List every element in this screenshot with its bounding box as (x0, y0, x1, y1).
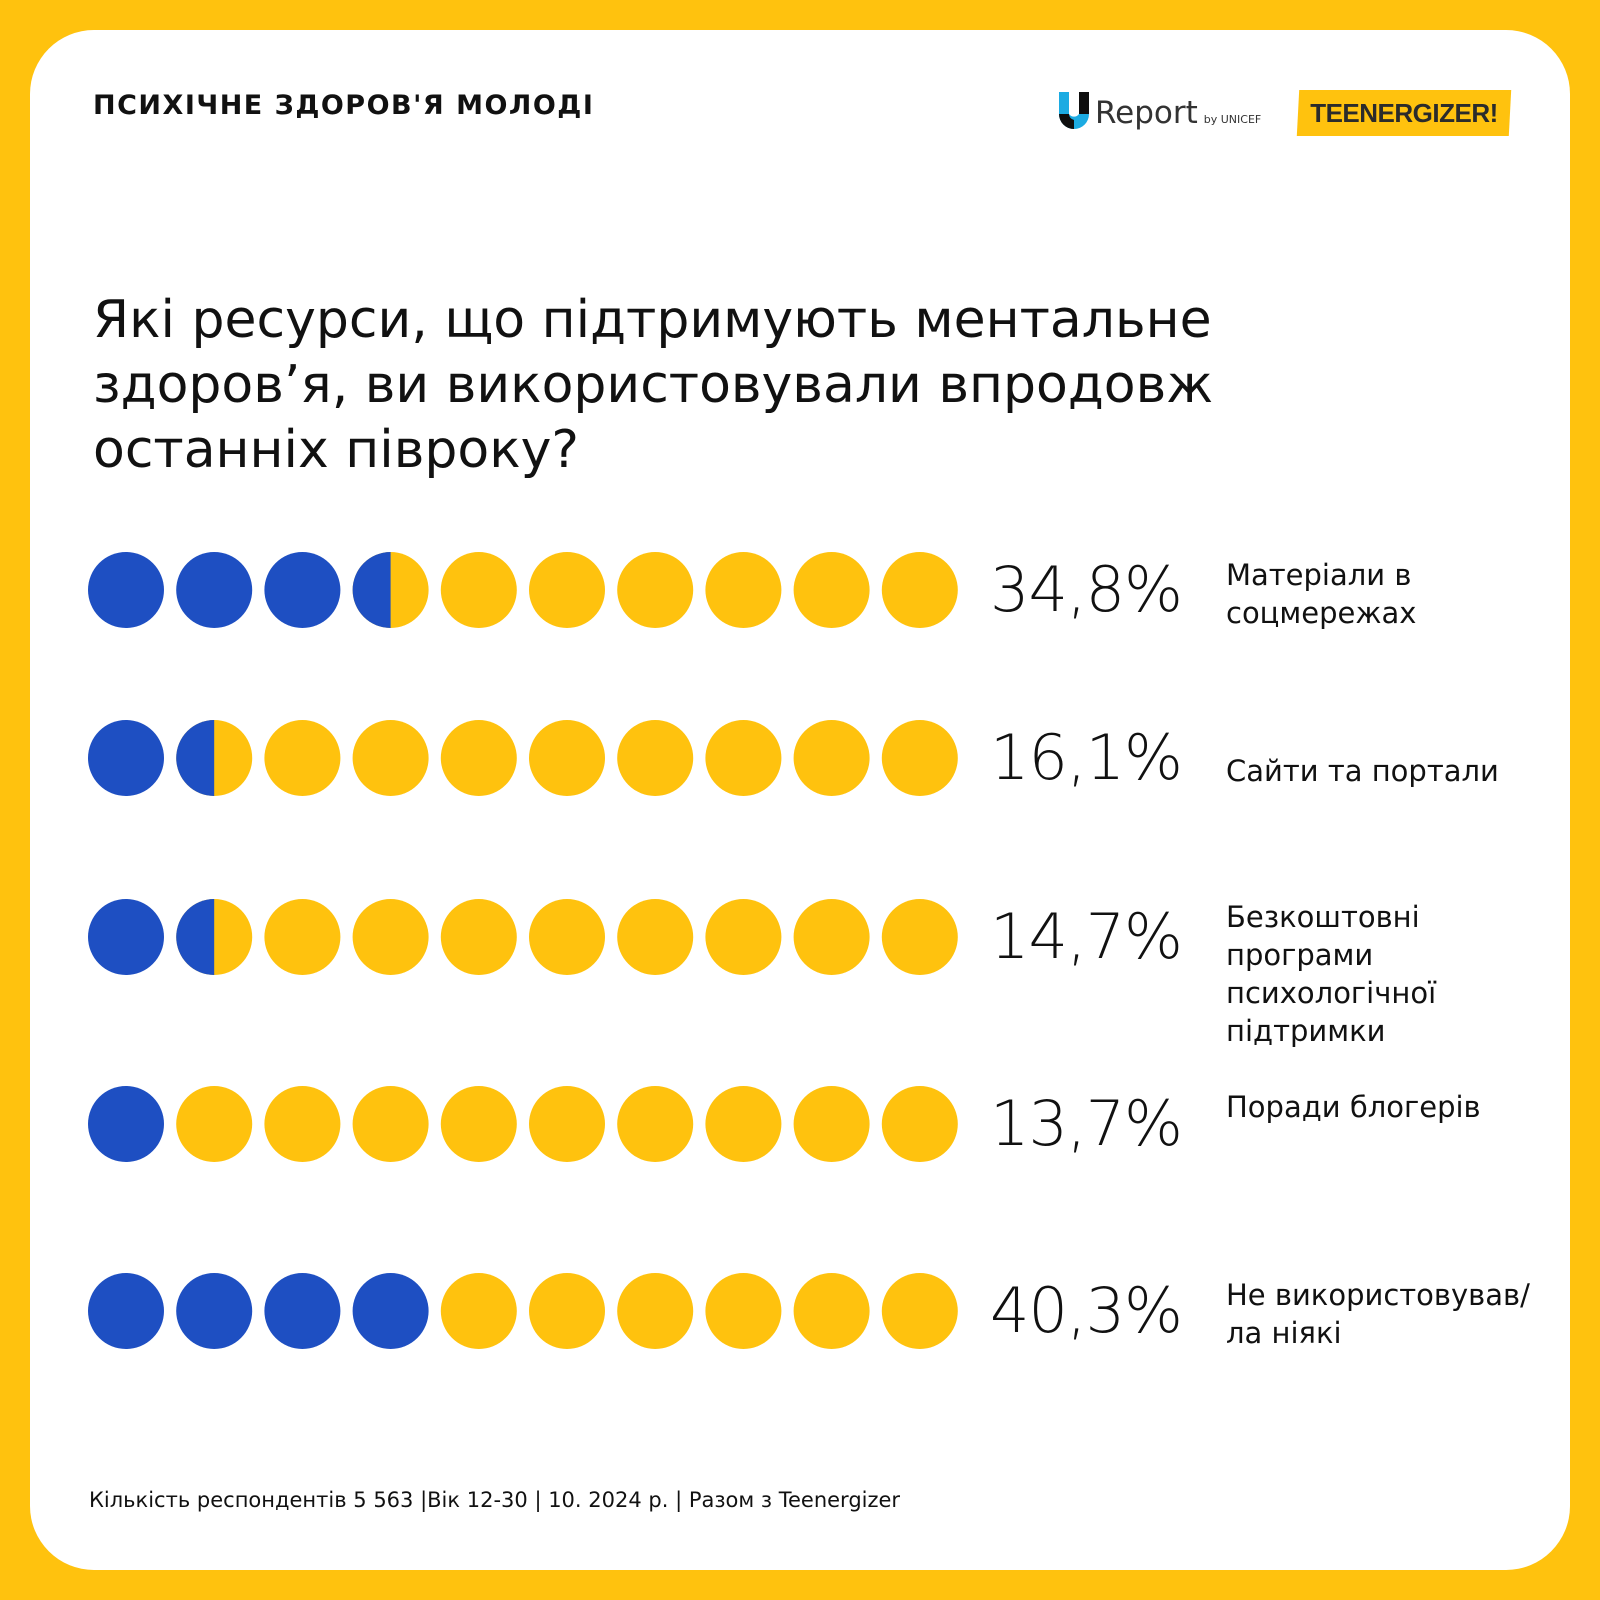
category-label: Безкоштовні програми психологічної підтр… (1226, 900, 1437, 1048)
dot-mark (881, 1273, 958, 1349)
dot-mark (881, 899, 958, 975)
dot-mark (440, 1273, 517, 1349)
dot-mark (264, 899, 341, 975)
dot-mark (617, 1273, 694, 1349)
dot-mark (88, 899, 164, 975)
dot-mark (440, 552, 517, 628)
category-label: Матеріали в соцмережах (1226, 558, 1417, 630)
dot-mark (88, 1086, 164, 1162)
dot-mark (176, 720, 253, 796)
value-label: 40,3% (990, 1274, 1183, 1347)
dot-row (88, 1273, 958, 1349)
dot-mark (440, 899, 517, 975)
dot-mark (352, 1273, 429, 1349)
dot-mark (88, 1273, 164, 1349)
dot-mark (176, 899, 253, 975)
chart-row: 40,3% Не використовував/ла ніякі (0, 1271, 1600, 1351)
dot-mark (352, 720, 429, 796)
dot-mark (352, 552, 429, 628)
dot-mark (440, 720, 517, 796)
chart-row: 13,7% Поради блогерів (0, 1084, 1600, 1164)
dot-mark (176, 1086, 253, 1162)
dot-row (88, 552, 958, 628)
dot-mark (793, 1273, 870, 1349)
footer-note: Кількість респондентів 5 563 |Вік 12-30 … (89, 1488, 901, 1512)
dot-mark (705, 552, 782, 628)
dot-mark (793, 1086, 870, 1162)
dot-mark (88, 552, 164, 628)
value-label: 34,8% (990, 553, 1183, 626)
dot-mark (881, 1086, 958, 1162)
page-kicker: психічне здоров'я молоді (93, 90, 595, 121)
value-label: 14,7% (990, 900, 1183, 973)
ureport-by-unicef: by UNICEF (1203, 113, 1262, 126)
dot-mark (705, 720, 782, 796)
dot-mark (352, 1086, 429, 1162)
dot-mark (529, 1086, 605, 1162)
dot-mark (529, 720, 605, 796)
dot-mark (176, 552, 253, 628)
dot-mark (705, 1273, 782, 1349)
dot-mark (881, 720, 958, 796)
dot-mark (529, 899, 605, 975)
dot-row (88, 1086, 958, 1162)
dot-mark (264, 552, 341, 628)
dot-row (88, 720, 958, 796)
dot-row (88, 899, 958, 975)
dot-mark (264, 720, 341, 796)
dot-mark (352, 899, 429, 975)
question-title: Які ресурси, що підтримують ментальне зд… (93, 290, 1214, 480)
chart-row: 16,1% Сайти та портали (0, 718, 1600, 798)
category-label: Не використовував/ла ніякі (1226, 1278, 1530, 1350)
ureport-logo: Report by UNICEF (1057, 86, 1261, 130)
category-label: Сайти та портали (1226, 754, 1499, 788)
dot-mark (617, 720, 694, 796)
dot-mark (529, 552, 605, 628)
chart-row: 34,8% Матеріали в соцмережах (0, 550, 1600, 630)
value-label: 16,1% (990, 721, 1183, 794)
dot-mark (705, 1086, 782, 1162)
dot-mark (88, 720, 164, 796)
dot-mark (264, 1086, 341, 1162)
category-label: Поради блогерів (1226, 1090, 1481, 1124)
ureport-word: Report (1095, 95, 1198, 131)
dot-mark (176, 1273, 253, 1349)
dot-mark (793, 720, 870, 796)
chart-row: 14,7% Безкоштовні програми психологічної … (0, 897, 1600, 1048)
teenergizer-logo: TEENERGIZER! (1310, 98, 1498, 128)
dot-mark (705, 899, 782, 975)
ureport-u-icon (1059, 92, 1089, 129)
dot-mark (793, 552, 870, 628)
dot-mark (881, 552, 958, 628)
dot-mark (617, 899, 694, 975)
dot-mark (440, 1086, 517, 1162)
dot-mark (617, 1086, 694, 1162)
value-label: 13,7% (990, 1087, 1183, 1160)
dot-mark (264, 1273, 341, 1349)
dot-mark (529, 1273, 605, 1349)
dot-mark (793, 899, 870, 975)
dot-mark (617, 552, 694, 628)
